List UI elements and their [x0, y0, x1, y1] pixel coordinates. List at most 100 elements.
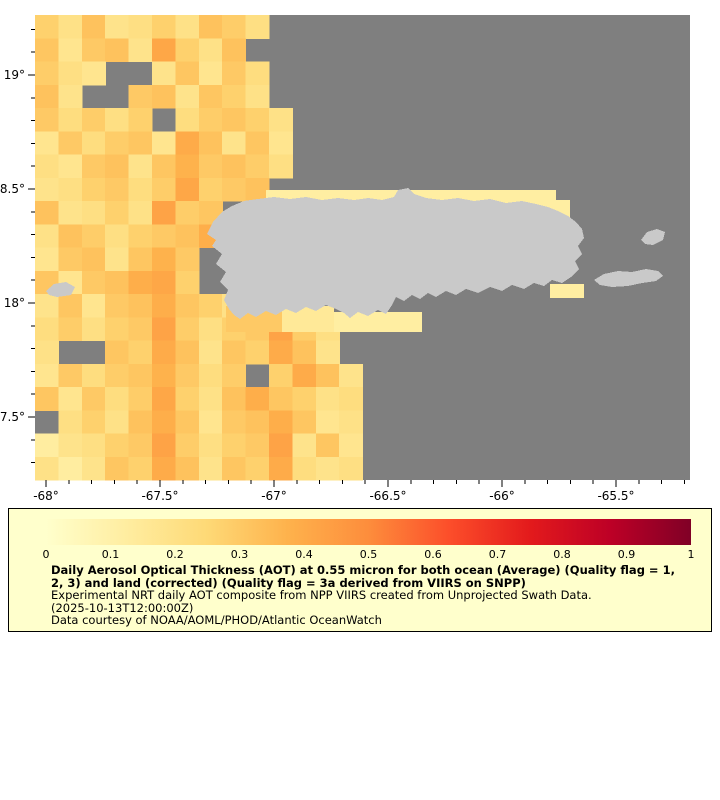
aot-cell: [58, 433, 83, 458]
aot-cell: [245, 61, 270, 86]
aot-cell: [105, 340, 130, 365]
island-puerto-rico: [207, 188, 584, 319]
aot-cell: [81, 433, 106, 458]
aot-cell: [58, 363, 83, 388]
aot-cell: [81, 247, 106, 272]
aot-cell: [198, 340, 223, 365]
y-axis-label: 18.5°: [0, 182, 25, 196]
aot-cell: [128, 131, 153, 156]
aot-cell: [222, 84, 247, 109]
aot-cell: [128, 433, 153, 458]
aot-cell: [175, 456, 200, 481]
aot-cell: [81, 177, 106, 202]
aot-cell: [105, 38, 130, 63]
aot-cell: [222, 387, 247, 411]
x-axis-label: -66.5°: [369, 489, 406, 503]
aot-cell: [58, 317, 83, 342]
aot-cell: [198, 154, 223, 179]
aot-cell: [128, 317, 153, 342]
aot-cell: [292, 456, 317, 481]
aot-cell: [245, 131, 270, 156]
aot-cell: [292, 410, 317, 435]
aot-cell: [152, 38, 176, 63]
aot-cell: [128, 270, 153, 295]
caption-credit: Data courtesy of NOAA/AOML/PHOD/Atlantic…: [51, 613, 382, 628]
aot-cell: [128, 410, 153, 435]
aot-cell: [222, 61, 247, 86]
aot-cell: [105, 456, 130, 481]
aot-cell: [128, 456, 153, 481]
aot-cell: [35, 177, 59, 202]
aot-cell: [81, 201, 106, 225]
colorbar-tick-label: 0.4: [295, 548, 313, 561]
colorbar-tick-label: 1: [687, 548, 695, 561]
aot-cell: [198, 61, 223, 86]
aot-cell: [198, 38, 223, 63]
aot-cell: [58, 154, 83, 179]
aot-cell: [105, 270, 130, 295]
caption: Daily Aerosol Optical Thickness (AOT) at…: [51, 564, 675, 627]
aot-cell: [269, 456, 293, 481]
aot-cell: [175, 84, 200, 109]
y-axis-label: 19°: [4, 68, 25, 82]
aot-cell: [198, 177, 223, 202]
aot-cell: [222, 131, 247, 156]
aot-cell: [128, 108, 153, 132]
aot-cell: [175, 108, 200, 132]
aot-cell: [105, 294, 130, 318]
aot-cell: [128, 15, 153, 39]
aot-cell: [269, 108, 293, 132]
aot-cell: [339, 410, 364, 435]
aot-cell: [128, 224, 153, 249]
aot-cell: [198, 84, 223, 109]
aot-cell: [175, 340, 200, 365]
aot-cell: [152, 317, 176, 342]
aot-cell: [222, 15, 247, 39]
aot-cell: [198, 294, 223, 318]
colorbar-tick-label: 0: [42, 548, 50, 561]
aot-cell: [292, 387, 317, 411]
aot-cell: [339, 387, 364, 411]
aot-cell: [292, 363, 317, 388]
x-axis-label: -66°: [489, 489, 515, 503]
aot-cell: [269, 387, 293, 411]
colorbar-tick-label: 0.7: [488, 548, 507, 561]
aot-cell: [222, 38, 247, 63]
aot-cell: [105, 15, 130, 39]
aot-cell: [198, 317, 223, 342]
aot-cell: [292, 433, 317, 458]
aot-cell: [175, 131, 200, 156]
aot-cell: [105, 433, 130, 458]
aot-cell: [339, 363, 364, 388]
aot-cell: [105, 410, 130, 435]
aot-cell: [35, 108, 59, 132]
aot-cell: [35, 456, 59, 481]
x-axis-label: -67°: [261, 489, 287, 503]
aot-cell: [58, 177, 83, 202]
aot-cell: [222, 410, 247, 435]
aot-cell: [81, 387, 106, 411]
island-mona: [46, 282, 75, 297]
aot-cell: [315, 433, 340, 458]
coastal-aot-cell: [334, 312, 422, 332]
aot-cell: [128, 154, 153, 179]
aot-cell: [245, 340, 270, 365]
aot-cell: [81, 456, 106, 481]
island-culebra: [641, 229, 665, 245]
x-axis-label: -67.5°: [141, 489, 178, 503]
aot-map: -68° -67.5° -67° -66.5° -66° -65.5° 19° 18.5° 18…: [0, 15, 690, 503]
aot-cell: [245, 433, 270, 458]
aot-cell: [128, 38, 153, 63]
aot-cell: [128, 84, 153, 109]
aot-cell: [175, 15, 200, 39]
aot-cell: [152, 270, 176, 295]
aot-cell: [105, 177, 130, 202]
aot-cell: [81, 38, 106, 63]
aot-cell: [35, 294, 59, 318]
aot-cell: [128, 363, 153, 388]
aot-cell: [128, 201, 153, 225]
colorbar-tick-label: 0.6: [424, 548, 442, 561]
aot-cell: [81, 363, 106, 388]
aot-cell: [81, 154, 106, 179]
aot-cell: [175, 317, 200, 342]
